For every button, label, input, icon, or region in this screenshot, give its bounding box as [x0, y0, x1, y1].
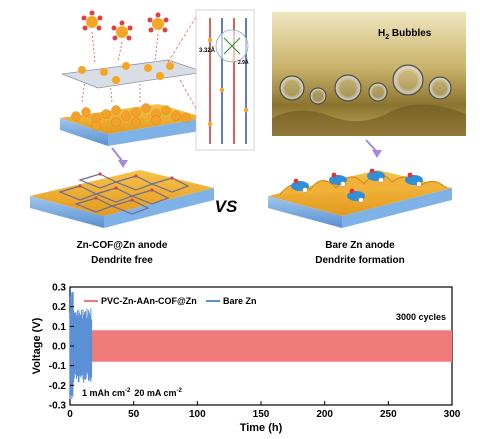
angle-label: 2.9Å: [238, 59, 249, 66]
hydrated-ions: [81, 10, 169, 41]
cof-ions: [78, 62, 174, 84]
slab-left-side: [30, 196, 104, 228]
arrow-right: [372, 150, 382, 158]
zn-side-right: [108, 118, 206, 146]
cof-nodes: [78, 172, 174, 202]
versus-label: VS: [215, 197, 238, 216]
slab-right-side: [268, 196, 342, 228]
guide-lines: [81, 31, 159, 103]
x-tick-label: 200: [316, 409, 333, 420]
legend-label-bare: Bare Zn: [223, 296, 257, 306]
bubble-photo: H2 Bubbles: [272, 12, 466, 136]
series-bare-zn: [69, 291, 93, 400]
cof-network: [58, 173, 190, 215]
legend-label-pvc: PVC-Zn-AAn-COF@Zn: [101, 296, 197, 306]
legend: PVC-Zn-AAn-COF@Zn Bare Zn: [84, 296, 257, 306]
y-axis-label: Voltage (V): [31, 317, 43, 374]
series-pvc-band: [70, 330, 452, 362]
arrow-left: [118, 160, 128, 168]
zn-side-left: [60, 118, 108, 146]
left-caption-subtitle: Dendrite free: [91, 255, 153, 266]
solvated-ions: [291, 168, 423, 203]
series-layer: [69, 291, 452, 400]
y-tick-label: 0.1: [52, 322, 66, 333]
y-tick-label: -0.3: [49, 401, 67, 412]
spacing-label: 3.32Å: [199, 47, 216, 54]
y-tick-label: -0.2: [49, 381, 67, 392]
zn-deposits: [71, 103, 191, 131]
slab-left-front: [104, 188, 214, 228]
right-caption-subtitle: Dendrite formation: [315, 255, 404, 266]
bare-zn-slab: [268, 168, 452, 228]
h2-bubbles: [279, 64, 452, 105]
y-tick-label: 0.3: [52, 283, 66, 294]
cof-sheet: [61, 59, 205, 89]
x-tick-label: 100: [189, 409, 206, 420]
right-caption-title: Bare Zn anode: [325, 240, 395, 251]
tick-layer: 0 50 100 150 200 250 300 0.3 0.2 0.1 0.0 -0.1 -0.2 -0…: [49, 283, 461, 421]
zn-cof-slab: [30, 170, 214, 228]
x-tick-label: 150: [253, 409, 270, 420]
y-tick-label: -0.1: [49, 361, 67, 372]
x-tick-label: 50: [128, 409, 140, 420]
down-arrows: [118, 150, 382, 168]
x-axis-label: Time (h): [240, 422, 283, 434]
x-tick-label: 0: [67, 409, 73, 420]
voltage-chart: 0 50 100 150 200 250 300 0.3 0.2 0.1 0.0 -0.1 -0.2 -0…: [31, 283, 461, 435]
slab-right-front: [342, 188, 452, 228]
x-tick-label: 250: [380, 409, 397, 420]
x-tick-label: 300: [444, 409, 461, 420]
h2-bubbles-label: H2 Bubbles: [378, 28, 432, 41]
y-tick-label: 0.2: [52, 302, 66, 313]
y-tick-label: 0.0: [52, 342, 66, 353]
zoom-lines: [167, 13, 199, 113]
left-caption-title: Zn-COF@Zn anode: [77, 240, 168, 251]
test-conditions: 1 mAh cm-2 20 mA cm-2: [82, 388, 183, 398]
cycles-annotation: 3000 cycles: [396, 312, 446, 322]
cof-schematic: 3.32Å 2.9Å: [60, 9, 255, 151]
